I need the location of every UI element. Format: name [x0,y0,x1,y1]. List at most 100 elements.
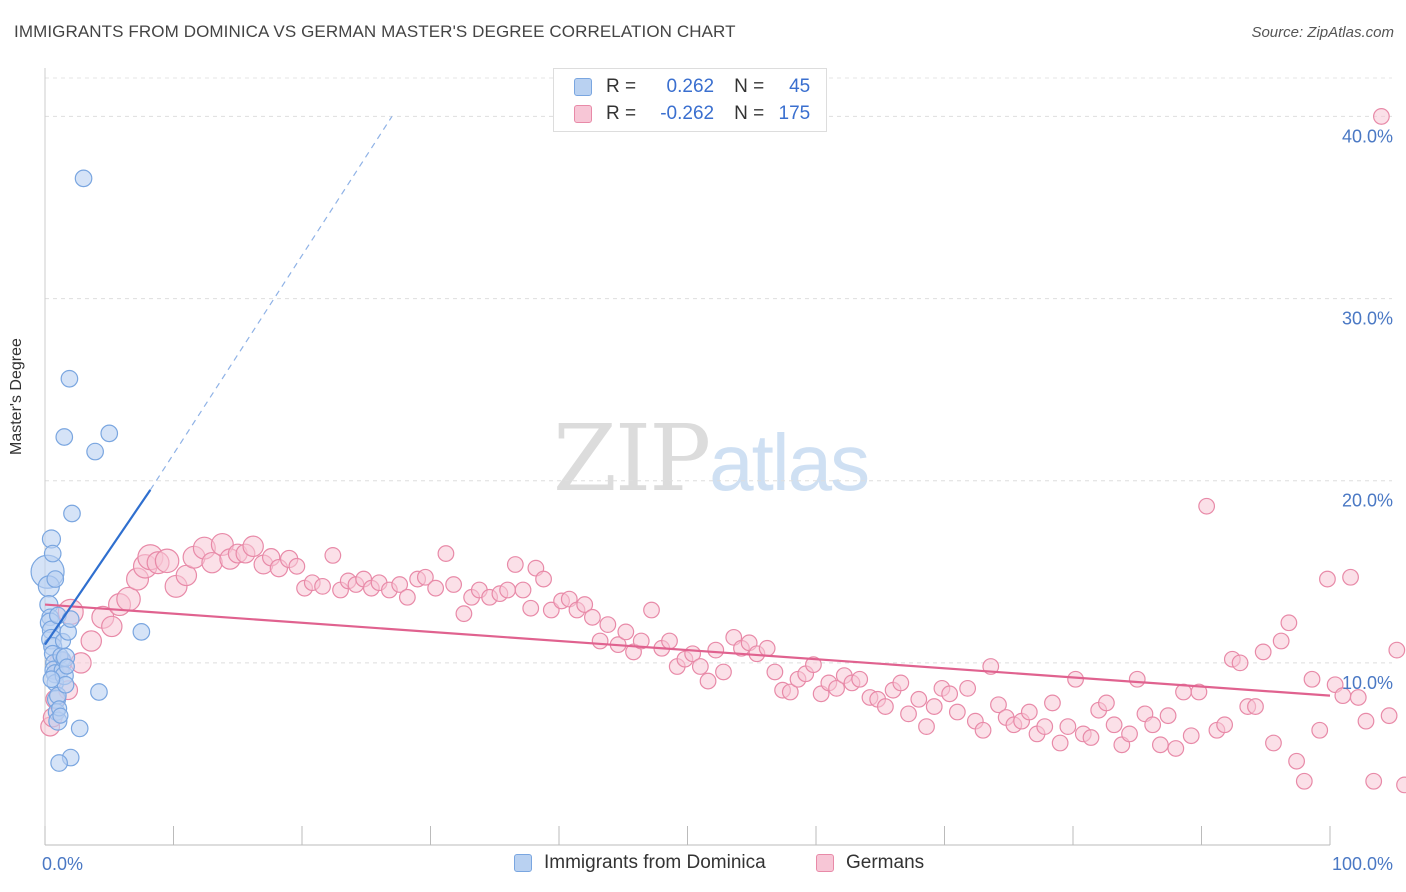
germans-point [1254,643,1272,661]
germans-point [1288,752,1305,770]
germans-point [918,718,935,736]
germans-point [576,596,594,613]
germans-point [974,721,992,739]
germans-point [1380,707,1398,725]
germans-point [691,658,709,675]
legend-label-germans: Germans [846,852,925,873]
germans-point [116,586,141,612]
watermark: ZIPatlas [553,405,870,512]
germans-point [1396,776,1406,794]
germans-point [941,685,959,703]
dominica-point [43,544,62,563]
dominica-point [60,369,79,388]
germans-point [1182,727,1200,745]
germans-point [1098,694,1115,712]
germans-point [781,683,799,701]
germans-point [101,615,123,638]
germans-point [1105,716,1123,734]
germans-point [535,570,552,588]
germans-point [1388,641,1406,659]
stats-legend: R = 0.262 N = 45 R = -0.262 N = 175 [553,68,827,132]
dominica-trend-extension [149,116,393,491]
germans-points [40,108,1406,794]
germans-point [1365,772,1383,790]
germans-point [591,632,609,650]
legend-swatch-pink [574,105,592,123]
germans-point [437,545,455,562]
germans-point [1342,568,1359,586]
dominica-point [74,169,93,188]
germans-point [242,535,264,558]
legend-r-value: -0.262 [660,103,715,124]
germans-point [1036,718,1054,736]
germans-trend-line [44,603,1331,697]
y-tick-label: 20.0% [1342,491,1393,511]
germans-point [499,581,517,599]
legend-item-germans[interactable]: Germans [816,852,924,874]
dominica-point [63,504,81,523]
germans-point [1144,716,1162,734]
legend-row-germans: R = -0.262 N = 175 [574,102,810,126]
germans-point [643,601,660,619]
germans-point [201,551,223,574]
legend-row-dominica: R = 0.262 N = 45 [574,75,810,99]
germans-point [1349,689,1367,706]
legend-n-label: N = [734,103,765,124]
germans-point [416,568,434,586]
chart-title: IMMIGRANTS FROM DOMINICA VS GERMAN MASTE… [14,22,736,41]
germans-point [1216,716,1234,734]
germans-point [522,599,540,617]
watermark-zip: ZIP [553,405,711,512]
dominica-trend-line [44,489,152,646]
legend-r-value: 0.262 [661,76,715,97]
germans-point [805,656,822,674]
dominica-point [46,570,65,588]
germans-point [617,623,635,641]
germans-point [154,548,180,574]
legend-n-label: N = [734,76,765,97]
germans-point [699,672,717,690]
source-label: Source: ZipAtlas.com [1251,24,1394,41]
germans-point [398,588,416,606]
germans-point [851,670,869,688]
legend-n-value: 175 [778,103,811,124]
legend-item-dominica[interactable]: Immigrants from Dominica [514,852,766,874]
legend-r-label: R = [606,103,637,124]
x-tick-label: 100.0% [1332,854,1393,874]
germans-point [584,608,601,626]
germans-point [1167,740,1185,757]
dominica-point [100,424,119,443]
germans-point [758,639,776,657]
germans-point [766,663,784,681]
dominica-point [86,442,104,461]
tick-labels: 10.0% 20.0% 30.0% 40.0% 0.0% 100.0% [42,126,1393,874]
germans-point [707,641,725,659]
germans-point [1247,698,1264,715]
dominica-point [55,428,74,446]
germans-point [910,690,928,708]
germans-point [828,679,845,697]
dominica-point [58,658,75,675]
trend-lines [44,116,1331,697]
germans-point [1372,108,1390,125]
germans-point [1357,712,1375,730]
germans-point [455,605,473,623]
germans-point [1051,734,1069,752]
germans-point [1311,721,1329,739]
germans-point [1265,734,1282,752]
legend-r-label: R = [606,76,637,97]
dominica-point [90,683,108,701]
germans-point [892,674,910,692]
germans-point [1059,718,1077,736]
legend-n-value: 45 [789,76,811,97]
germans-point [1159,707,1177,725]
germans-point [80,630,103,652]
legend-swatch-pink [816,854,834,872]
germans-point [959,679,977,697]
watermark-atlas: atlas [709,418,870,507]
germans-point [1067,670,1084,688]
germans-point [314,577,331,595]
germans-point [1319,570,1336,588]
germans-point [1044,694,1061,712]
